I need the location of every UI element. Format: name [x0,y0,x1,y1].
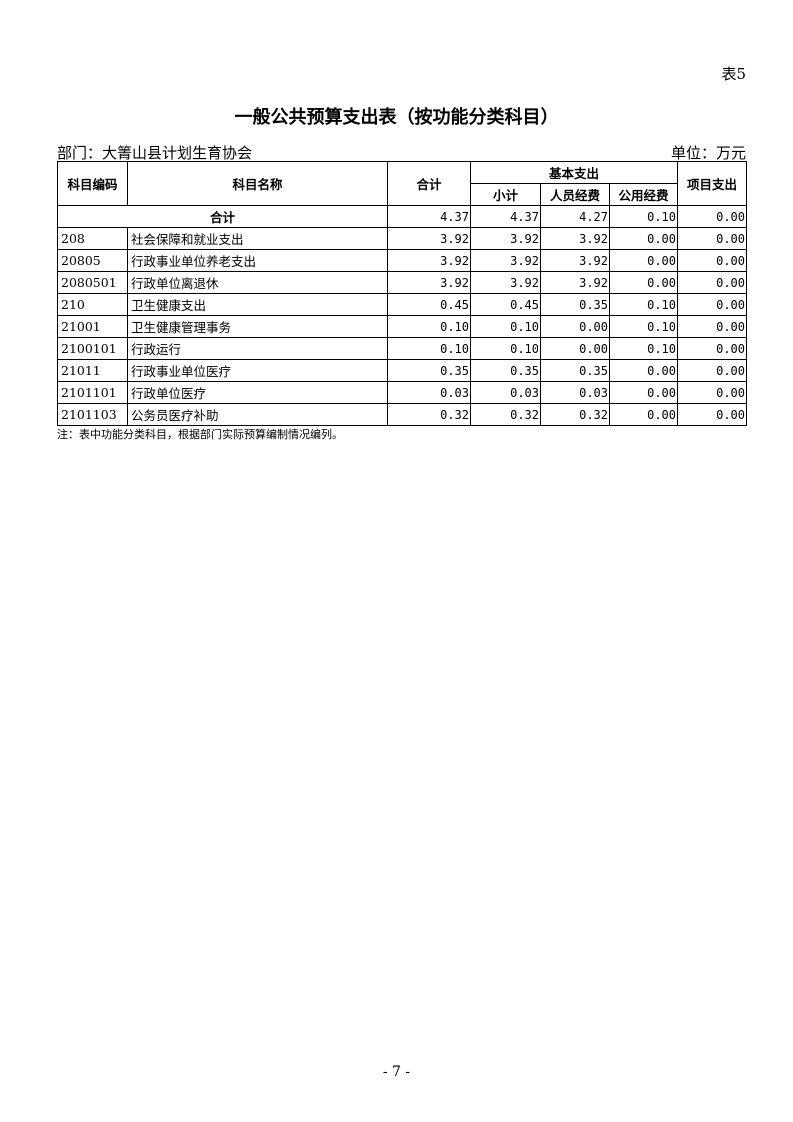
cell-value: 0.00 [677,381,748,404]
header-subtotal: 小计 [470,183,541,206]
header-personnel: 人员经费 [540,183,610,206]
cell-name: 卫生健康支出 [127,293,388,316]
cell-value: 0.00 [608,249,679,272]
cell-value: 0.00 [677,249,748,272]
cell-value: 0.00 [677,337,748,360]
cell-value: 0.32 [470,403,541,426]
cell-value: 4.37 [387,205,471,228]
cell-value: 0.10 [608,337,679,360]
department-label: 部门：大箐山县计划生育协会 [57,144,253,162]
cell-value: 0.10 [470,337,541,360]
cell-code: 2100101 [57,337,128,360]
cell-value: 0.35 [387,359,471,382]
cell-value: 0.10 [608,293,679,316]
header-total: 合计 [387,161,471,206]
cell-value: 3.92 [387,249,471,272]
cell-value: 0.32 [387,403,471,426]
cell-value: 0.00 [608,359,679,382]
cell-value: 0.35 [470,359,541,382]
table-row: 20805 行政事业单位养老支出 3.92 3.92 3.92 0.00 0.00 [57,249,748,272]
header-basic: 基本支出 [469,161,679,184]
header-code: 科目编码 [57,161,128,206]
cell-value: 0.10 [608,315,679,338]
cell-name: 社会保障和就业支出 [127,227,388,250]
cell-value: 0.45 [387,293,471,316]
total-label: 合计 [57,205,388,228]
header-name: 科目名称 [127,161,388,206]
cell-value: 3.92 [470,271,541,294]
table-row: 2101101 行政单位医疗 0.03 0.03 0.03 0.00 0.00 [57,381,748,404]
cell-code: 2101101 [57,381,128,404]
page-number: - 7 - [382,1064,411,1080]
cell-value: 0.00 [677,227,748,250]
table-note: 注：表中功能分类科目，根据部门实际预算编制情况编列。 [57,428,343,441]
cell-code: 20805 [57,249,128,272]
cell-value: 3.92 [540,271,610,294]
cell-code: 210 [57,293,128,316]
header-public: 公用经费 [608,183,679,206]
cell-value: 0.32 [540,403,610,426]
cell-name: 行政事业单位养老支出 [127,249,388,272]
cell-value: 0.00 [677,205,748,228]
cell-code: 21001 [57,315,128,338]
cell-value: 0.10 [387,315,471,338]
table-row: 2100101 行政运行 0.10 0.10 0.00 0.10 0.00 [57,337,748,360]
cell-value: 3.92 [387,271,471,294]
cell-value: 4.37 [470,205,541,228]
cell-value: 0.00 [677,293,748,316]
cell-value: 0.03 [540,381,610,404]
table-row: 210 卫生健康支出 0.45 0.45 0.35 0.10 0.00 [57,293,748,316]
cell-value: 4.27 [540,205,610,228]
cell-value: 0.35 [540,293,610,316]
table-row: 2080501 行政单位离退休 3.92 3.92 3.92 0.00 0.00 [57,271,748,294]
cell-value: 0.03 [470,381,541,404]
cell-value: 0.10 [387,337,471,360]
table-row: 21001 卫生健康管理事务 0.10 0.10 0.00 0.10 0.00 [57,315,748,338]
cell-value: 0.45 [470,293,541,316]
cell-name: 行政事业单位医疗 [127,359,388,382]
cell-value: 3.92 [540,227,610,250]
cell-value: 0.00 [540,337,610,360]
table-row: 21011 行政事业单位医疗 0.35 0.35 0.35 0.00 0.00 [57,359,748,382]
cell-value: 0.00 [540,315,610,338]
cell-value: 0.00 [677,359,748,382]
cell-value: 0.00 [677,403,748,426]
cell-value: 0.35 [540,359,610,382]
header-project: 项目支出 [677,161,748,206]
cell-value: 3.92 [387,227,471,250]
table-number: 表5 [721,65,746,83]
cell-value: 0.10 [470,315,541,338]
cell-code: 21011 [57,359,128,382]
cell-name: 行政单位医疗 [127,381,388,404]
cell-value: 0.00 [677,315,748,338]
cell-code: 2101103 [57,403,128,426]
unit-label: 单位：万元 [670,144,746,162]
cell-value: 0.00 [608,403,679,426]
cell-value: 0.03 [387,381,471,404]
cell-value: 0.00 [608,227,679,250]
cell-name: 卫生健康管理事务 [127,315,388,338]
table-row: 208 社会保障和就业支出 3.92 3.92 3.92 0.00 0.00 [57,227,748,250]
cell-value: 0.10 [608,205,679,228]
total-row: 合计 4.37 4.37 4.27 0.10 0.00 [57,205,748,228]
cell-value: 3.92 [540,249,610,272]
page-title: 一般公共预算支出表（按功能分类科目） [234,107,559,128]
cell-value: 0.00 [677,271,748,294]
cell-code: 208 [57,227,128,250]
cell-value: 3.92 [470,249,541,272]
cell-value: 0.00 [608,271,679,294]
cell-name: 行政单位离退休 [127,271,388,294]
cell-code: 2080501 [57,271,128,294]
table-row: 2101103 公务员医疗补助 0.32 0.32 0.32 0.00 0.00 [57,403,748,426]
expenditure-table: 科目编码 科目名称 合计 基本支出 项目支出 小计 人员经费 公用经费 合计 4… [57,161,748,426]
cell-name: 行政运行 [127,337,388,360]
cell-value: 3.92 [470,227,541,250]
cell-value: 0.00 [608,381,679,404]
cell-name: 公务员医疗补助 [127,403,388,426]
